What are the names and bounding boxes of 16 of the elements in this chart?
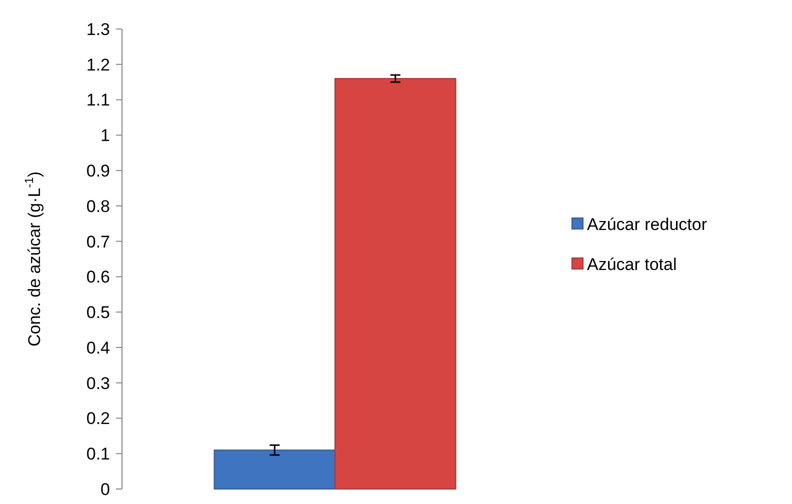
- legend-label: Azúcar reductor: [587, 214, 708, 234]
- y-tick-label: 1: [100, 126, 110, 146]
- y-tick-label: 1.1: [86, 90, 110, 110]
- legend-label: Azúcar total: [587, 254, 677, 274]
- y-tick-label: 1.3: [86, 20, 110, 39]
- y-tick-label: 0.6: [86, 268, 110, 287]
- y-tick-label: 0.5: [86, 303, 110, 322]
- y-tick-label: 0.9: [86, 161, 110, 180]
- y-tick-label: 0.7: [86, 232, 110, 252]
- y-tick-label: 0: [100, 480, 110, 499]
- y-tick-label: 0.1: [86, 444, 110, 464]
- y-tick-label: 0.2: [86, 409, 110, 428]
- y-tick-label: 0.8: [86, 196, 110, 216]
- y-tick-label: 1.2: [86, 55, 110, 74]
- y-tick-label: 0.4: [86, 338, 110, 358]
- y-tick-label: 0.3: [86, 374, 110, 393]
